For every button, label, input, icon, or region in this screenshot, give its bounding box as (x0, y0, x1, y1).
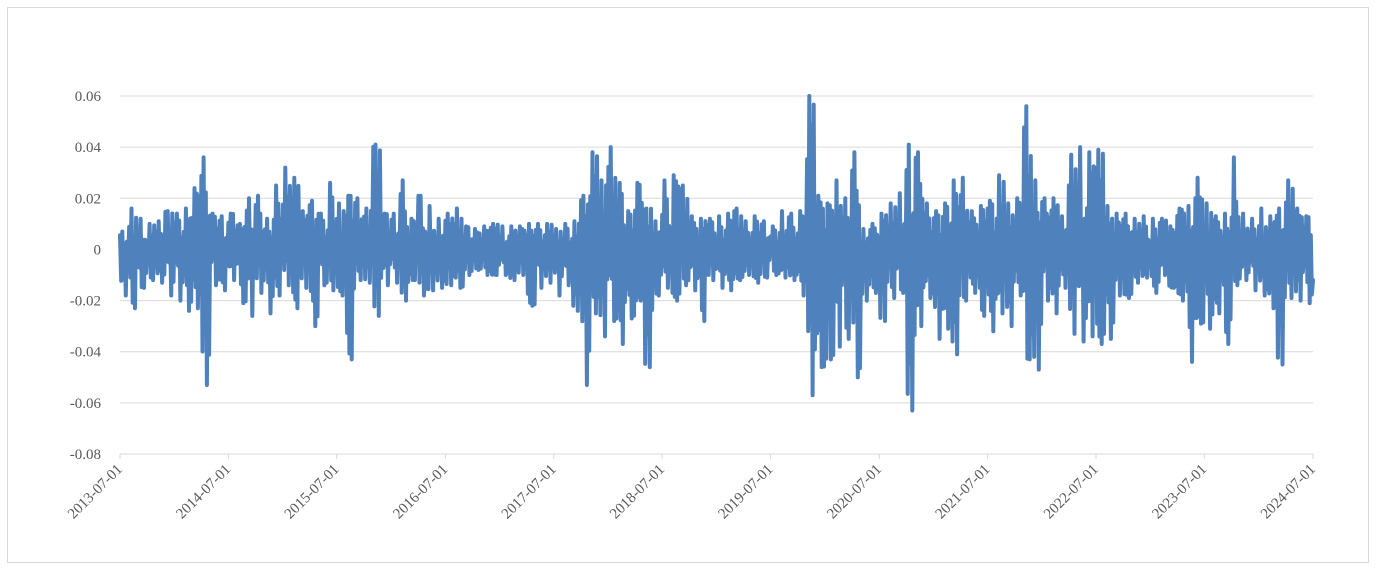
series-line (118, 94, 1315, 413)
x-tick-label: 2020-07-01 (824, 462, 885, 523)
y-tick-label: -0.08 (70, 447, 101, 463)
y-axis: 0.06 0.04 0.02 0 -0.02 -0.04 -0.06 -0.08 (70, 89, 102, 463)
plot-area (118, 94, 1315, 413)
x-tick-label: 2016-07-01 (390, 462, 451, 523)
y-tick-label: 0.04 (75, 140, 102, 156)
x-axis: 2013-07-01 2014-07-01 2015-07-01 2016-07-01… (65, 454, 1319, 522)
y-tick-label: -0.02 (70, 294, 101, 310)
x-tick-label: 2021-07-01 (933, 462, 994, 523)
x-tick-label: 2018-07-01 (607, 462, 668, 523)
y-tick-label: 0.06 (75, 89, 102, 105)
y-tick-label: -0.06 (70, 396, 102, 412)
x-tick-label: 2014-07-01 (173, 462, 234, 523)
x-tick-label: 2013-07-01 (65, 462, 126, 523)
x-tick-label: 2023-07-01 (1149, 462, 1210, 523)
x-tick-label: 2024-07-01 (1258, 462, 1319, 523)
x-tick-label: 2019-07-01 (716, 462, 777, 523)
y-tick-label: 0.02 (75, 191, 101, 207)
x-tick-label: 2022-07-01 (1041, 462, 1102, 523)
x-tick-label: 2017-07-01 (499, 462, 560, 523)
y-tick-label: 0 (94, 242, 102, 258)
y-tick-label: -0.04 (70, 345, 102, 361)
x-tick-label: 2015-07-01 (282, 462, 343, 523)
